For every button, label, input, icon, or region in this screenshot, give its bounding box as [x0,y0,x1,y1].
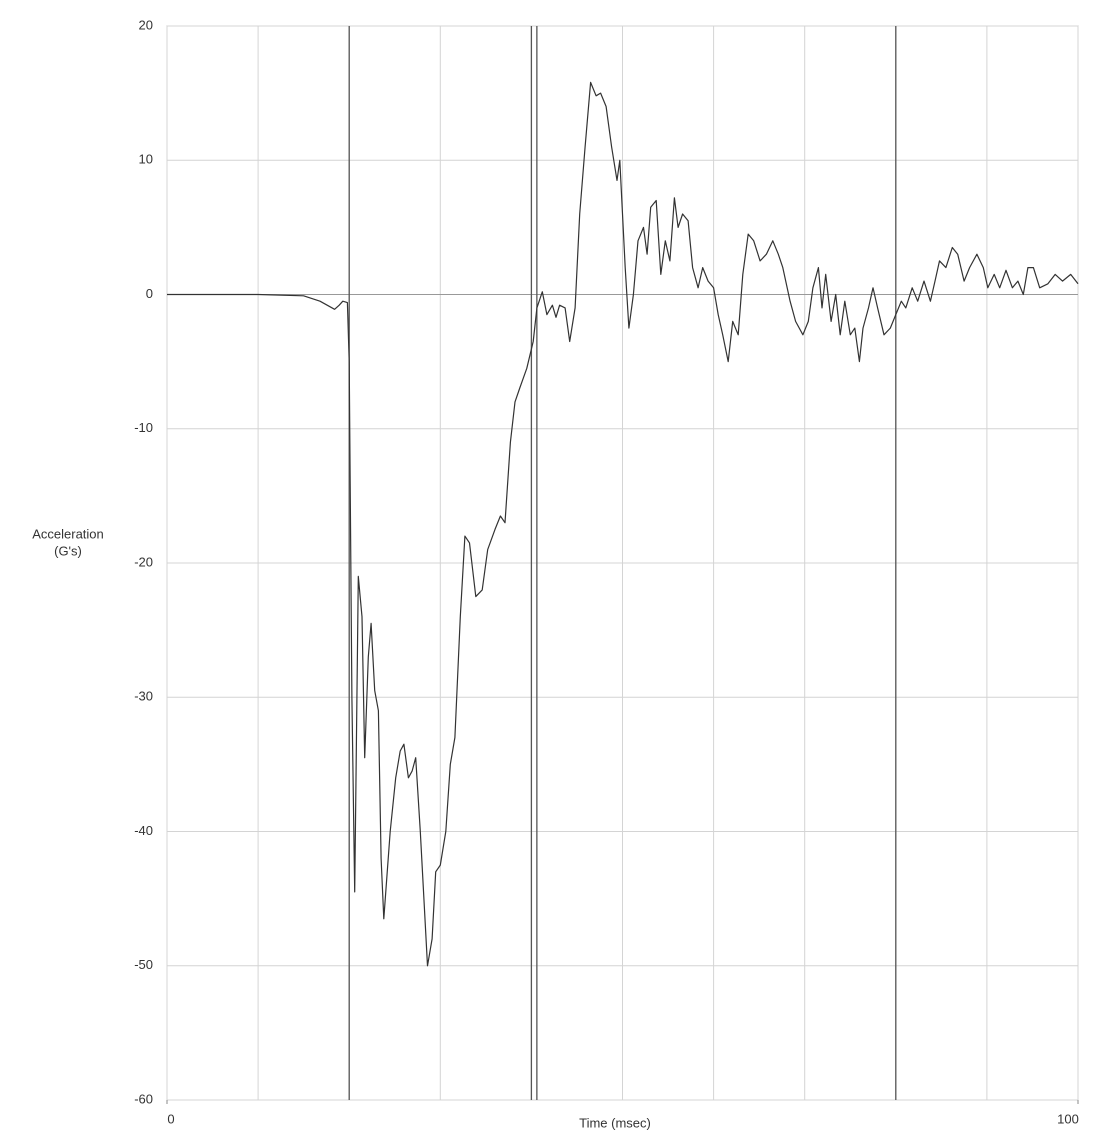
y-axis-label: Acceleration [32,526,104,541]
y-tick-label: -40 [134,823,153,838]
y-tick-label: -20 [134,554,153,569]
x-tick-label: 100 [1057,1111,1079,1126]
data-line [167,81,1079,967]
x-axis-label: Time (msec) [579,1115,651,1130]
y-tick-label: -30 [134,689,153,704]
y-tick-label: -10 [134,420,153,435]
y-tick-label: 10 [139,152,153,167]
y-tick-label: -50 [134,957,153,972]
y-tick-label: 0 [146,286,153,301]
y-tick-label: 20 [139,17,153,32]
y-tick-label: -60 [134,1091,153,1106]
x-tick-label: 0 [167,1111,174,1126]
y-axis-label: (G's) [54,543,82,558]
